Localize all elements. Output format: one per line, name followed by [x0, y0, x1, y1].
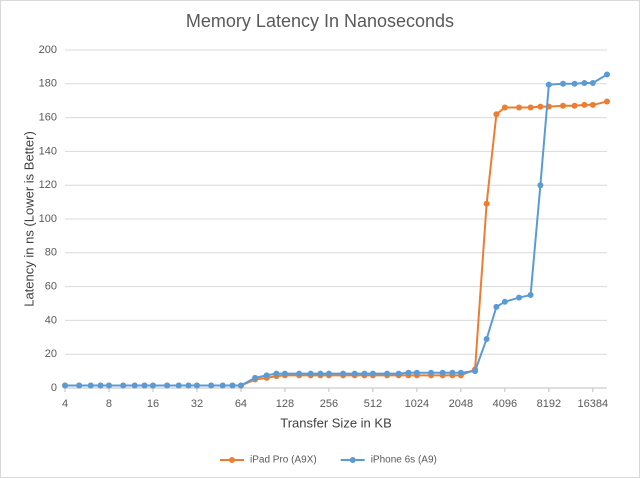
data-point — [560, 80, 567, 87]
x-tick-label: 2048 — [449, 398, 473, 410]
data-point — [175, 382, 182, 389]
data-point — [581, 79, 588, 86]
x-tick-label: 512 — [364, 398, 382, 410]
data-point — [369, 370, 376, 377]
x-tick-label: 32 — [191, 398, 203, 410]
data-point — [193, 382, 200, 389]
x-tick-label: 4096 — [493, 398, 517, 410]
x-tick-label: 4 — [62, 398, 68, 410]
data-point — [325, 370, 332, 377]
data-point — [483, 335, 490, 342]
data-point — [589, 101, 596, 108]
data-point — [604, 71, 610, 78]
y-tick-label: 20 — [45, 348, 57, 360]
data-point — [413, 369, 420, 376]
data-point — [604, 98, 610, 105]
x-tick-label: 1024 — [405, 398, 429, 410]
data-point — [87, 382, 94, 389]
data-point — [307, 370, 314, 377]
x-tick-label: 16384 — [578, 398, 609, 410]
data-point — [361, 370, 368, 377]
data-point — [589, 79, 596, 86]
y-axis-title: Latency in ns (Lower is Better) — [21, 131, 36, 307]
y-tick-label: 200 — [39, 44, 57, 56]
y-tick-label: 0 — [51, 382, 57, 394]
x-tick-label: 16 — [147, 398, 159, 410]
legend-marker — [229, 457, 235, 463]
data-point — [219, 382, 226, 389]
y-tick-label: 160 — [39, 112, 57, 124]
data-point — [571, 80, 578, 87]
y-tick-label: 100 — [39, 213, 57, 225]
data-point — [527, 292, 534, 299]
data-point — [185, 382, 192, 389]
data-point — [131, 382, 138, 389]
data-point — [237, 382, 244, 389]
data-point — [351, 370, 358, 377]
data-point — [97, 382, 104, 389]
data-point — [405, 369, 412, 376]
legend-label: iPhone 6s (A9) — [371, 455, 437, 466]
data-point — [395, 370, 402, 377]
data-point — [501, 298, 508, 305]
data-point — [581, 101, 588, 108]
x-tick-label: 8192 — [537, 398, 561, 410]
x-tick-label: 8 — [106, 398, 112, 410]
data-point — [296, 370, 303, 377]
data-point — [120, 382, 127, 389]
data-point — [483, 200, 490, 207]
data-point — [340, 370, 347, 377]
y-tick-label: 140 — [39, 145, 57, 157]
x-axis-title: Transfer Size in KB — [280, 415, 392, 430]
data-point — [439, 369, 446, 376]
data-point — [493, 303, 500, 310]
data-point — [472, 368, 479, 375]
data-point — [149, 382, 156, 389]
y-tick-label: 40 — [45, 314, 57, 326]
y-tick-label: 180 — [39, 78, 57, 90]
data-point — [384, 370, 391, 377]
data-point — [208, 382, 215, 389]
data-point — [545, 81, 552, 88]
data-point — [516, 294, 523, 301]
data-point — [164, 382, 171, 389]
data-point — [449, 369, 456, 376]
data-point — [428, 369, 435, 376]
data-point — [501, 104, 508, 111]
data-point — [76, 382, 83, 389]
data-point — [527, 104, 534, 111]
data-point — [537, 182, 544, 189]
data-point — [281, 370, 288, 377]
legend-label: iPad Pro (A9X) — [250, 455, 317, 466]
x-tick-label: 256 — [320, 398, 338, 410]
y-tick-label: 120 — [39, 179, 57, 191]
data-point — [229, 382, 236, 389]
y-tick-label: 80 — [45, 247, 57, 259]
y-tick-label: 60 — [45, 281, 57, 293]
data-point — [263, 372, 270, 379]
data-point — [62, 382, 68, 389]
data-point — [273, 370, 280, 377]
data-point — [457, 369, 464, 376]
data-point — [516, 104, 523, 111]
x-tick-label: 128 — [276, 398, 294, 410]
x-tick-label: 64 — [235, 398, 247, 410]
chart-title: Memory Latency In Nanoseconds — [186, 11, 454, 31]
legend-marker — [349, 457, 356, 463]
data-point — [493, 111, 500, 118]
data-point — [317, 370, 324, 377]
data-point — [105, 382, 112, 389]
data-point — [252, 374, 259, 381]
data-point — [571, 102, 578, 109]
data-point — [560, 102, 567, 109]
data-point — [141, 382, 148, 389]
data-point — [537, 103, 544, 110]
